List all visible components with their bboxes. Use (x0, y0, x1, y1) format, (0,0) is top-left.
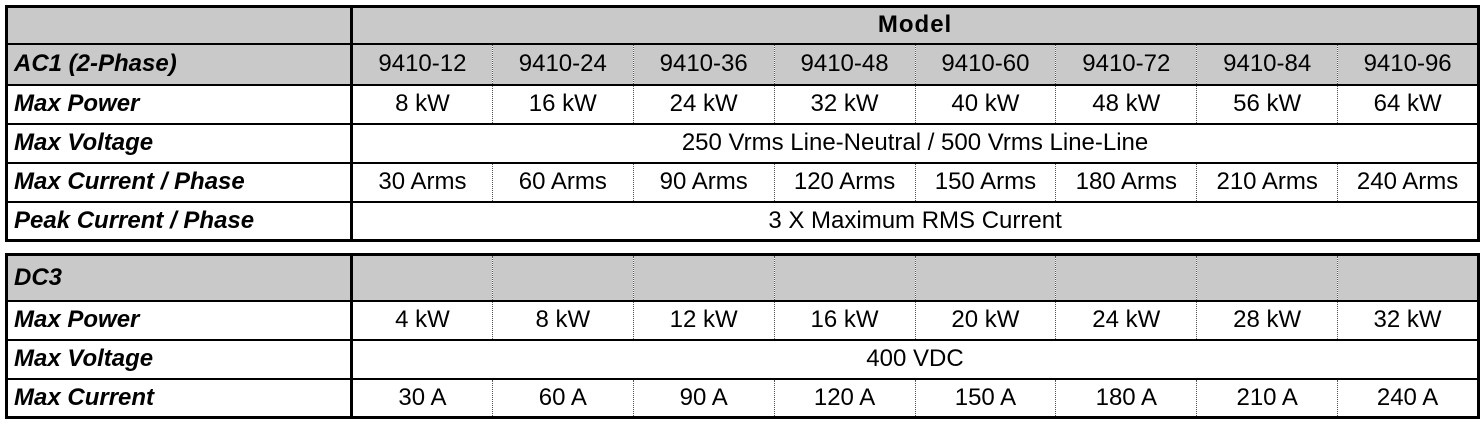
spanning-cell: 250 Vrms Line-Neutral / 500 Vrms Line-Li… (350, 122, 1481, 164)
table-cell: 240 A (1337, 377, 1480, 419)
row-label: Peak Current / Phase (5, 200, 353, 242)
dc-section-row: DC3 (5, 253, 1480, 302)
table-cell: 16 kW (491, 83, 634, 125)
table-cell: 20 kW (914, 299, 1057, 341)
empty-header-cell (351, 253, 493, 302)
spanning-cell: 400 VDC (351, 338, 1480, 380)
dc-max-power-row: Max Power 4 kW 8 kW 12 kW 16 kW 20 kW 24… (5, 299, 1480, 341)
table-cell: 8 kW (491, 299, 634, 341)
table-cell: 12 kW (632, 299, 775, 341)
empty-header-cell (491, 253, 634, 302)
empty-header-cell (632, 253, 775, 302)
empty-header-cell (773, 253, 916, 302)
ac-max-power-row: Max Power 8 kW 16 kW 24 kW 32 kW 40 kW 4… (5, 83, 1481, 125)
table-cell: 90 Arms (632, 161, 775, 203)
table-cell: 48 kW (1055, 83, 1198, 125)
model-number: 9410-48 (773, 42, 916, 86)
empty-header-cell (1337, 253, 1480, 302)
model-number: 9410-36 (632, 42, 775, 86)
ac-section-title: AC1 (2-Phase) (5, 42, 353, 86)
table-cell: 24 kW (1055, 299, 1198, 341)
table-cell: 32 kW (1337, 299, 1480, 341)
model-number: 9410-12 (351, 42, 493, 86)
ac-max-current-row: Max Current / Phase 30 Arms 60 Arms 90 A… (5, 161, 1481, 203)
table-cell: 28 kW (1196, 299, 1339, 341)
empty-header-cell (1196, 253, 1339, 302)
table-cell: 150 A (914, 377, 1057, 419)
model-header: Model (350, 5, 1481, 45)
model-header-row: Model (5, 5, 1481, 45)
model-number: 9410-96 (1337, 42, 1481, 86)
row-label: Max Power (5, 299, 353, 341)
table-cell: 180 A (1055, 377, 1198, 419)
table-cell: 240 Arms (1337, 161, 1481, 203)
table-cell: 90 A (632, 377, 775, 419)
table-cell: 4 kW (351, 299, 493, 341)
table-cell: 24 kW (632, 83, 775, 125)
ac-spec-table: Model AC1 (2-Phase) 9410-12 9410-24 9410… (5, 5, 1481, 242)
table-cell: 120 A (773, 377, 916, 419)
table-cell: 30 A (351, 377, 493, 419)
model-number: 9410-24 (491, 42, 634, 86)
table-cell: 56 kW (1196, 83, 1339, 125)
table-cell: 32 kW (773, 83, 916, 125)
model-number: 9410-60 (914, 42, 1057, 86)
dc-max-voltage-row: Max Voltage 400 VDC (5, 338, 1480, 380)
dc-section-title: DC3 (5, 253, 353, 302)
table-cell: 210 Arms (1196, 161, 1339, 203)
empty-header-cell (914, 253, 1057, 302)
dc-max-current-row: Max Current 30 A 60 A 90 A 120 A 150 A 1… (5, 377, 1480, 419)
model-number: 9410-72 (1055, 42, 1198, 86)
ac-section-row: AC1 (2-Phase) 9410-12 9410-24 9410-36 94… (5, 42, 1481, 86)
table-cell: 8 kW (351, 83, 493, 125)
model-number: 9410-84 (1196, 42, 1339, 86)
table-cell: 60 A (491, 377, 634, 419)
table-cell: 64 kW (1337, 83, 1481, 125)
table-cell: 180 Arms (1055, 161, 1198, 203)
table-cell: 30 Arms (351, 161, 493, 203)
table-cell: 210 A (1196, 377, 1339, 419)
table-cell: 150 Arms (914, 161, 1057, 203)
row-label: Max Voltage (5, 122, 353, 164)
ac-peak-current-row: Peak Current / Phase 3 X Maximum RMS Cur… (5, 200, 1481, 242)
corner-cell (5, 5, 353, 45)
table-cell: 16 kW (773, 299, 916, 341)
empty-header-cell (1055, 253, 1198, 302)
table-cell: 60 Arms (491, 161, 634, 203)
row-label: Max Voltage (5, 338, 353, 380)
row-label: Max Power (5, 83, 353, 125)
table-cell: 120 Arms (773, 161, 916, 203)
table-cell: 40 kW (914, 83, 1057, 125)
ac-max-voltage-row: Max Voltage 250 Vrms Line-Neutral / 500 … (5, 122, 1481, 164)
row-label: Max Current / Phase (5, 161, 353, 203)
row-label: Max Current (5, 377, 353, 419)
dc-spec-table: DC3 Max Power 4 kW 8 kW 12 kW 16 kW 20 k… (5, 253, 1480, 419)
spanning-cell: 3 X Maximum RMS Current (350, 200, 1481, 242)
